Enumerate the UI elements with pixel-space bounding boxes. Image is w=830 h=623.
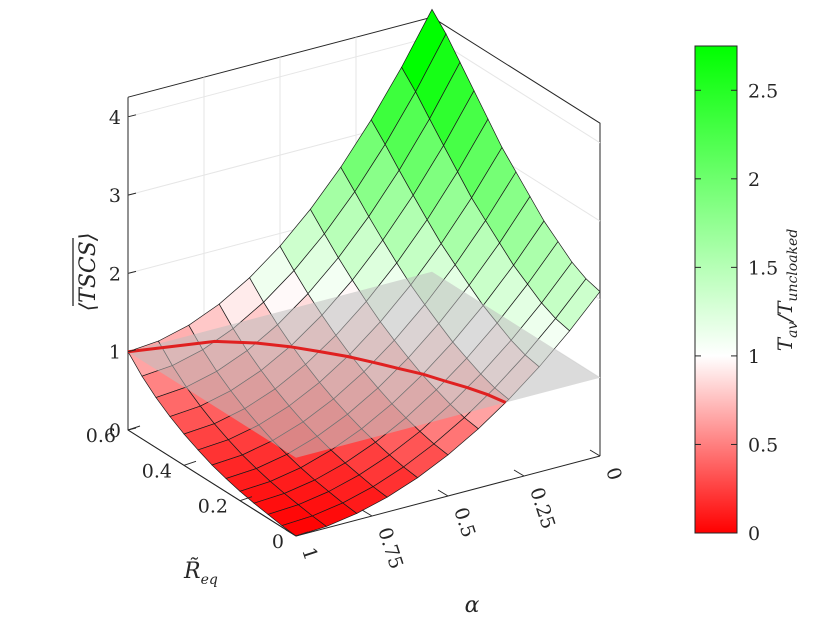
r-tick-label: 0.6 <box>86 425 116 447</box>
z-tick-mark <box>127 349 137 353</box>
colorbar-tick-label: 1.5 <box>748 257 778 279</box>
plane-z1 <box>128 271 600 458</box>
z-tick-label: 0 <box>109 420 121 442</box>
z-gridline-side-3 <box>431 36 601 144</box>
alpha-tick-label: 1 <box>297 545 322 563</box>
colorbar-ticks: 0 0.5 1 1.5 2 2.5 <box>695 80 778 545</box>
colorbar-label-text: Tav/Tuncloaked <box>773 229 801 352</box>
r-tick-mark <box>183 460 197 466</box>
y-axis-label: R̃eq <box>183 558 218 588</box>
z-axis-label-text: ⟨TSCS⟩ <box>76 233 101 312</box>
alpha-tick-mark <box>513 469 525 477</box>
y-axis-label-sub: eq <box>201 572 218 588</box>
y-axis-label-main: R̃ <box>183 558 201 584</box>
colorbar-label: Tav/Tuncloaked <box>773 229 801 352</box>
z-tick-mark <box>127 114 137 118</box>
z-tick-label: 1 <box>109 342 121 364</box>
colorbar-tick-label: 2.5 <box>748 80 778 102</box>
r-tick-mark <box>295 531 309 537</box>
r-tick-mark <box>239 496 253 502</box>
z-tick-mark <box>127 192 137 196</box>
z-tick-label: 3 <box>109 185 121 207</box>
r-tick-label: 0.4 <box>142 460 172 482</box>
colorbar-tick-label: 1 <box>748 346 760 368</box>
colorbar-tick-label: 0.5 <box>748 434 778 456</box>
z-tick-mark <box>127 427 137 431</box>
colorbar-label-t1: T <box>773 336 797 351</box>
contour-line <box>127 339 507 404</box>
z-axis-label: ⟨TSCS⟩ <box>72 233 101 312</box>
colorbar-label-sub1: av <box>785 322 801 338</box>
r-tick-label: 0 <box>272 531 284 553</box>
top-box-edge <box>127 16 601 456</box>
colorbar-tick-label: 2 <box>748 169 760 191</box>
reference-plane <box>128 271 600 458</box>
colorbar-tick-label: 0 <box>748 523 760 545</box>
colorbar-label-sub2: uncloaked <box>785 229 801 302</box>
alpha-tick-mark <box>285 529 297 537</box>
alpha-tick-mark <box>437 489 449 497</box>
colorbar-label-mid: /T <box>773 300 797 324</box>
z-tick-label: 4 <box>109 107 121 129</box>
alpha-tick-label: 0 <box>601 465 626 483</box>
alpha-tick-label: 0.75 <box>373 525 407 572</box>
r-tick-label: 0.2 <box>198 496 228 518</box>
alpha-tick-label: 0.25 <box>525 485 559 532</box>
x-axis-label: α <box>465 593 480 618</box>
alpha-tick-label: 0.5 <box>449 505 479 541</box>
surface-patch <box>555 278 601 332</box>
z-tick-mark <box>127 270 137 274</box>
alpha-tick-mark <box>361 509 373 517</box>
r-axis-line <box>127 429 297 537</box>
unity-contour-line <box>127 339 507 404</box>
alpha-tick-mark <box>589 449 601 457</box>
z-tick-label: 2 <box>109 263 121 285</box>
colorbar <box>694 45 738 534</box>
